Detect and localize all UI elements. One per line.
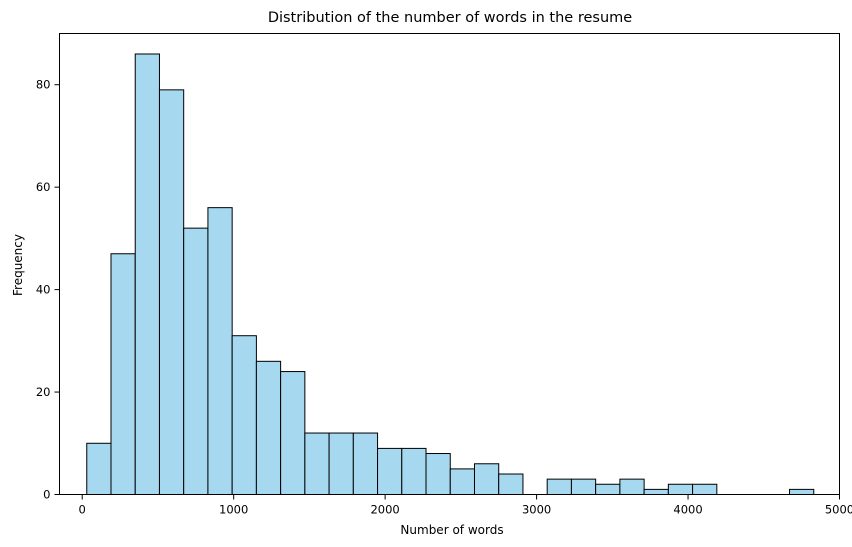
y-axis-label: Frequency xyxy=(11,234,25,296)
histogram-bar xyxy=(595,483,621,495)
histogram-bar xyxy=(304,432,330,495)
histogram-bar xyxy=(86,442,112,495)
ticks-layer: 0 1000 2000 3000 4000 5000 0 20 40 60 80 xyxy=(36,78,852,517)
histogram-bar xyxy=(231,335,257,496)
histogram-bar xyxy=(789,488,815,495)
histogram-bar xyxy=(449,468,475,495)
histogram-bar xyxy=(692,483,718,495)
x-tick-label: 5000 xyxy=(825,503,852,517)
histogram-bar xyxy=(352,432,379,495)
chart-title: Distribution of the number of words in t… xyxy=(268,10,632,26)
x-tick-label: 4000 xyxy=(673,503,702,517)
histogram-bar xyxy=(643,488,669,495)
histogram-bar xyxy=(401,447,427,495)
x-tick-label: 3000 xyxy=(522,503,551,517)
histogram-bar xyxy=(110,253,136,495)
histogram-bar xyxy=(570,478,597,495)
histogram-bar xyxy=(667,483,694,495)
y-tick-label: 60 xyxy=(36,180,51,194)
x-tick-label: 1000 xyxy=(219,503,248,517)
bars-layer xyxy=(86,53,815,496)
plot-frame xyxy=(59,33,840,495)
histogram-bar xyxy=(546,478,572,495)
x-tick-label: 0 xyxy=(79,503,86,517)
histogram-bar xyxy=(377,447,403,495)
x-tick-label: 2000 xyxy=(370,503,399,517)
histogram-bar xyxy=(328,432,354,495)
y-tick-label: 0 xyxy=(43,488,50,502)
histogram-bar xyxy=(158,89,185,495)
histogram-bar xyxy=(134,53,160,495)
histogram-bar xyxy=(280,371,306,496)
histogram-bar xyxy=(183,227,209,495)
y-tick-label: 80 xyxy=(36,78,51,92)
y-tick-label: 20 xyxy=(36,385,51,399)
histogram-bar xyxy=(473,463,500,495)
histogram-bar xyxy=(255,360,282,496)
y-tick-label: 40 xyxy=(36,283,51,297)
histogram-bar xyxy=(498,473,524,495)
histogram-bar xyxy=(619,478,645,495)
x-axis-label: Number of words xyxy=(400,523,503,537)
histogram-bar xyxy=(207,207,233,495)
histogram-bar xyxy=(425,453,451,495)
